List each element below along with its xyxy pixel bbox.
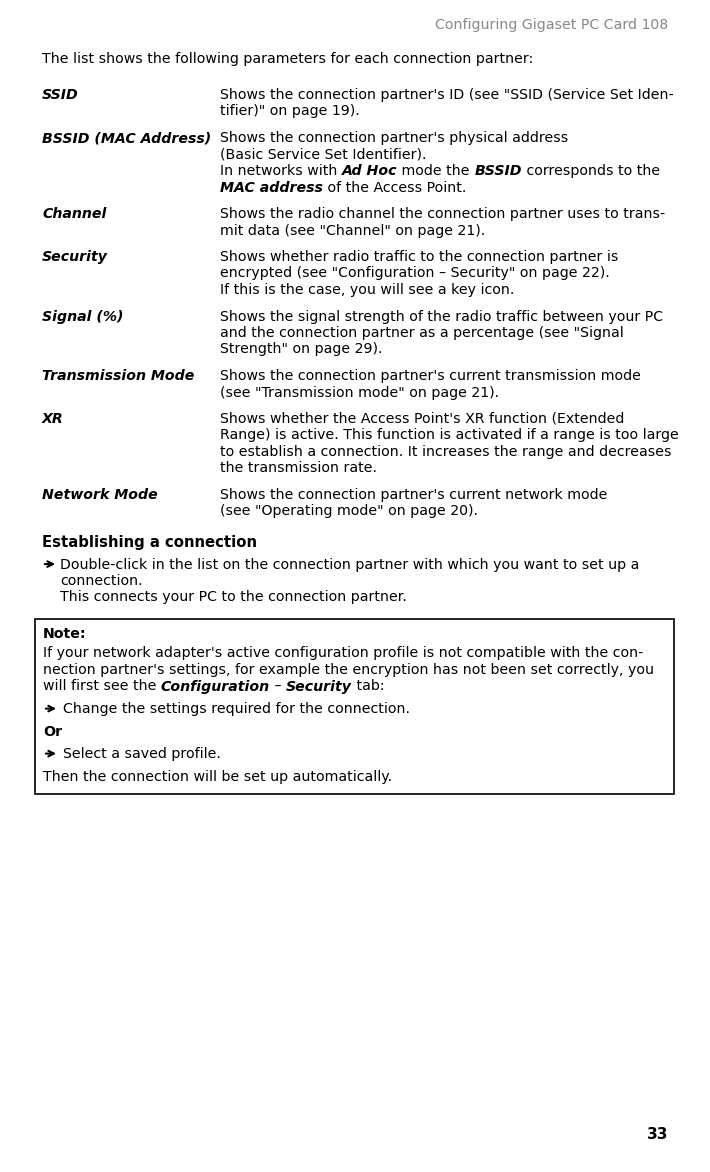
Text: Range) is active. This function is activated if a range is too large: Range) is active. This function is activ… (220, 429, 679, 443)
Text: encrypted (see "Configuration – Security" on page 22).: encrypted (see "Configuration – Security… (220, 266, 610, 280)
Text: –: – (270, 680, 286, 694)
Text: tifier)" on page 19).: tifier)" on page 19). (220, 104, 360, 118)
Text: Or: Or (43, 724, 62, 738)
Text: Shows the connection partner's ID (see "SSID (Service Set Iden-: Shows the connection partner's ID (see "… (220, 88, 674, 102)
Text: will first see the: will first see the (43, 680, 161, 694)
Text: If this is the case, you will see a key icon.: If this is the case, you will see a key … (220, 282, 514, 297)
Text: BSSID (MAC Address): BSSID (MAC Address) (42, 131, 212, 145)
Text: SSID: SSID (42, 88, 79, 102)
Text: (Basic Service Set Identifier).: (Basic Service Set Identifier). (220, 148, 427, 162)
Text: Change the settings required for the connection.: Change the settings required for the con… (63, 702, 410, 716)
Text: Security: Security (42, 250, 108, 264)
Text: This connects your PC to the connection partner.: This connects your PC to the connection … (60, 591, 407, 605)
Text: Select a saved profile.: Select a saved profile. (63, 747, 221, 761)
Text: connection.: connection. (60, 574, 143, 588)
Text: (see "Transmission mode" on page 21).: (see "Transmission mode" on page 21). (220, 386, 499, 400)
Text: 33: 33 (647, 1127, 668, 1142)
Text: Security: Security (286, 680, 352, 694)
Text: Configuring Gigaset PC Card 108: Configuring Gigaset PC Card 108 (435, 18, 668, 32)
Text: mit data (see "Channel" on page 21).: mit data (see "Channel" on page 21). (220, 224, 485, 238)
Text: Shows the radio channel the connection partner uses to trans-: Shows the radio channel the connection p… (220, 207, 665, 222)
Text: In networks with: In networks with (220, 164, 342, 178)
Text: Then the connection will be set up automatically.: Then the connection will be set up autom… (43, 770, 392, 784)
Text: BSSID: BSSID (474, 164, 522, 178)
Text: Establishing a connection: Establishing a connection (42, 534, 257, 550)
Text: Shows the connection partner's current transmission mode: Shows the connection partner's current t… (220, 369, 641, 383)
Text: nection partner's settings, for example the encryption has not been set correctl: nection partner's settings, for example … (43, 663, 654, 677)
Text: Shows whether the Access Point's XR function (Extended: Shows whether the Access Point's XR func… (220, 413, 624, 425)
Text: mode the: mode the (398, 164, 474, 178)
Text: Note:: Note: (43, 627, 87, 641)
Text: If your network adapter's active configuration profile is not compatible with th: If your network adapter's active configu… (43, 647, 643, 661)
Text: The list shows the following parameters for each connection partner:: The list shows the following parameters … (42, 52, 533, 66)
Text: MAC address: MAC address (220, 180, 323, 195)
Text: Shows whether radio traffic to the connection partner is: Shows whether radio traffic to the conne… (220, 250, 618, 264)
Text: Ad Hoc: Ad Hoc (342, 164, 398, 178)
Text: Double-click in the list on the connection partner with which you want to set up: Double-click in the list on the connecti… (60, 558, 640, 572)
Text: of the Access Point.: of the Access Point. (323, 180, 466, 195)
Text: Strength" on page 29).: Strength" on page 29). (220, 342, 383, 356)
Text: Shows the connection partner's current network mode: Shows the connection partner's current n… (220, 488, 607, 502)
Text: tab:: tab: (352, 680, 385, 694)
Text: Transmission Mode: Transmission Mode (42, 369, 195, 383)
Text: Network Mode: Network Mode (42, 488, 158, 502)
Text: Signal (%): Signal (%) (42, 309, 124, 323)
Text: corresponds to the: corresponds to the (522, 164, 660, 178)
Bar (35, 619, 674, 793)
Text: Shows the connection partner's physical address: Shows the connection partner's physical … (220, 131, 568, 145)
Text: XR: XR (42, 413, 64, 425)
Text: Channel: Channel (42, 207, 106, 222)
Text: and the connection partner as a percentage (see "Signal: and the connection partner as a percenta… (220, 326, 624, 340)
Text: (see "Operating mode" on page 20).: (see "Operating mode" on page 20). (220, 504, 478, 518)
Text: Shows the signal strength of the radio traffic between your PC: Shows the signal strength of the radio t… (220, 309, 663, 323)
Text: Configuration: Configuration (161, 680, 270, 694)
Text: the transmission rate.: the transmission rate. (220, 462, 377, 476)
Text: to establish a connection. It increases the range and decreases: to establish a connection. It increases … (220, 445, 672, 459)
